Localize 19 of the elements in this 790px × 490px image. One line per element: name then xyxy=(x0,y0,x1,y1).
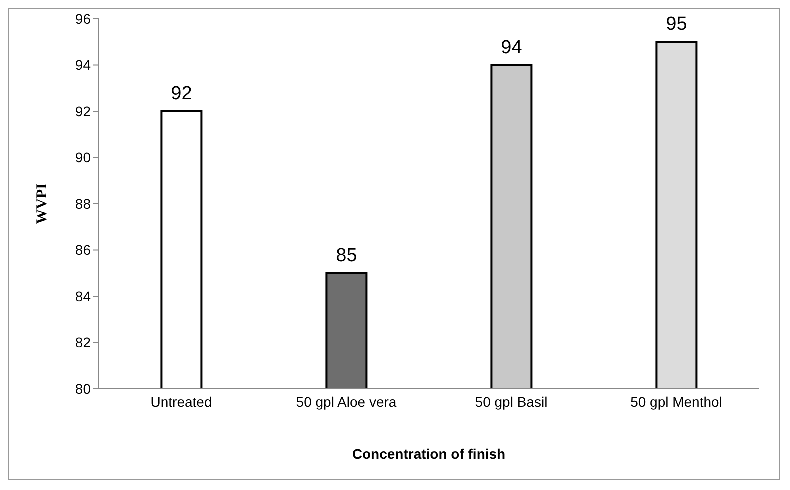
y-tick-label: 82 xyxy=(75,334,92,351)
data-label: 92 xyxy=(171,84,192,104)
y-tick-label: 80 xyxy=(75,380,92,397)
x-axis-title: Concentration of finish xyxy=(352,446,506,462)
x-tick-label: Untreated xyxy=(150,394,212,410)
y-tick-label: 88 xyxy=(75,196,92,212)
y-tick-label: 90 xyxy=(75,150,92,166)
data-label: 95 xyxy=(666,14,688,36)
y-axis-title: WVPI xyxy=(34,183,50,224)
y-tick-label: 86 xyxy=(75,242,92,258)
y-tick-label: 96 xyxy=(75,10,92,27)
x-tick-label: 50 gpl Aloe vera xyxy=(296,394,397,410)
y-tick-label: 84 xyxy=(75,288,92,304)
data-label: 85 xyxy=(336,245,358,266)
x-tick-label: 50 gpl Menthol xyxy=(630,394,722,410)
y-tick-label: 94 xyxy=(75,57,92,74)
data-label: 94 xyxy=(501,37,523,58)
x-tick-label: 50 gpl Basil xyxy=(475,394,548,410)
y-tick-label: 92 xyxy=(75,103,92,120)
